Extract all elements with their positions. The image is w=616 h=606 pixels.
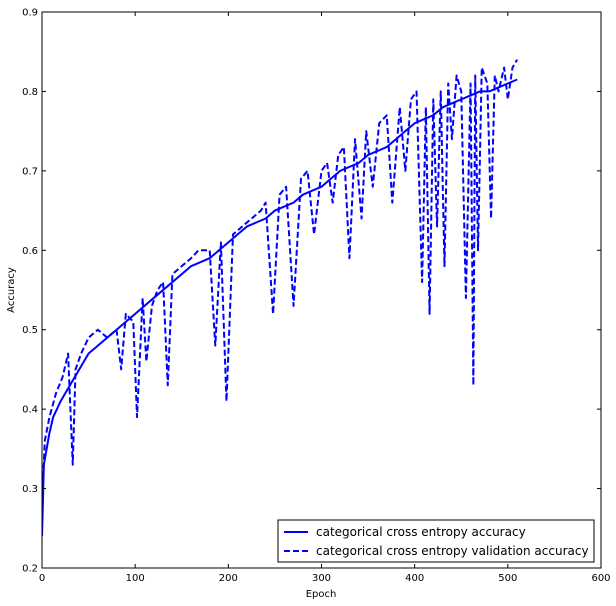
y-tick-label: 0.4 xyxy=(22,405,38,416)
x-tick-label: 0 xyxy=(39,573,45,584)
y-tick-label: 0.5 xyxy=(22,325,38,336)
y-tick-label: 0.2 xyxy=(22,564,38,575)
legend-entry-validation: categorical cross entropy validation acc… xyxy=(316,544,589,558)
legend-box xyxy=(277,519,595,563)
y-tick-label: 0.7 xyxy=(22,166,38,177)
ticks-layer: 0 100 200 300 400 500 600 0.2 0.3 0.4 0.5 0.6 0.7 0.8… xyxy=(22,8,610,585)
legend: categorical cross entropy accuracy categ… xyxy=(277,519,595,563)
x-axis-label: Epoch xyxy=(306,589,337,600)
legend-entry-train: categorical cross entropy accuracy xyxy=(316,525,526,539)
series-line-validation-accuracy xyxy=(42,59,519,505)
series-line-train-accuracy xyxy=(42,78,518,537)
x-tick-label: 200 xyxy=(219,573,238,584)
series-layer xyxy=(42,59,519,537)
x-tick-label: 400 xyxy=(405,573,424,584)
y-axis-label: Accuracy xyxy=(6,267,17,313)
x-tick-label: 100 xyxy=(126,573,145,584)
y-tick-label: 0.9 xyxy=(22,8,38,19)
x-tick-label: 500 xyxy=(498,573,517,584)
x-tick-label: 300 xyxy=(312,573,331,584)
y-tick-label: 0.8 xyxy=(22,87,38,98)
x-tick-label: 600 xyxy=(591,573,610,584)
y-tick-label: 0.6 xyxy=(22,246,38,257)
y-tick-label: 0.3 xyxy=(22,484,38,495)
